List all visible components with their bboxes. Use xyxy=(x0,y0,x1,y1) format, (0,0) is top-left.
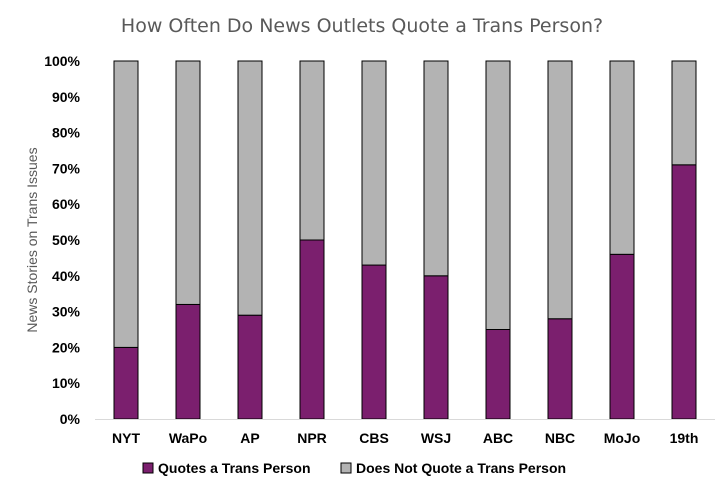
bar-segment-does-not-quote xyxy=(361,60,387,266)
bar-segment-does-not-quote xyxy=(485,60,511,330)
x-tick-label: WaPo xyxy=(169,430,207,446)
y-axis-label: News Stories on Trans Issues xyxy=(24,147,40,332)
legend-swatch xyxy=(340,462,352,474)
bar-segment-does-not-quote xyxy=(671,60,697,166)
y-tick-label: 60% xyxy=(52,196,81,212)
y-tick-label: 80% xyxy=(52,125,81,141)
x-axis-ticks: NYT WaPo AP NPR CBS WSJ ABC NBC MoJo 19th xyxy=(112,430,698,446)
y-tick-label: 10% xyxy=(52,375,81,391)
bar-segment-does-not-quote xyxy=(609,60,635,255)
legend-label: Quotes a Trans Person xyxy=(158,460,311,476)
y-tick-label: 30% xyxy=(52,304,81,320)
bar-segment-does-not-quote xyxy=(423,60,449,277)
bar-segment-quotes xyxy=(299,239,325,420)
x-tick-label: AP xyxy=(240,430,259,446)
y-tick-label: 50% xyxy=(52,232,81,248)
bar-segment-quotes xyxy=(175,303,201,420)
bar-segment-quotes xyxy=(113,346,139,420)
y-axis-ticks: 0% 10% 20% 30% 40% 50% 60% 70% 80% 90% 100% xyxy=(44,53,80,427)
y-tick-label: 20% xyxy=(52,339,81,355)
y-tick-label: 40% xyxy=(52,268,81,284)
x-tick-label: 19th xyxy=(670,430,699,446)
bar-segment-quotes xyxy=(671,164,697,420)
bar-segment-quotes xyxy=(361,264,387,420)
x-tick-label: CBS xyxy=(359,430,389,446)
bar-segment-quotes xyxy=(609,253,635,420)
bar-segment-quotes xyxy=(485,329,511,420)
x-tick-label: WSJ xyxy=(421,430,451,446)
bar-segment-does-not-quote xyxy=(175,60,201,305)
x-tick-label: NBC xyxy=(545,430,575,446)
bar-segment-does-not-quote xyxy=(113,60,139,348)
bar-segment-quotes xyxy=(423,275,449,420)
x-tick-label: NPR xyxy=(297,430,327,446)
x-tick-label: NYT xyxy=(112,430,140,446)
bar-segment-quotes xyxy=(237,314,263,420)
legend-label: Does Not Quote a Trans Person xyxy=(356,460,566,476)
x-tick-label: ABC xyxy=(483,430,513,446)
bar-segment-does-not-quote xyxy=(237,60,263,316)
plot-area xyxy=(95,60,715,420)
bar-segment-does-not-quote xyxy=(299,60,325,241)
chart-title: How Often Do News Outlets Quote a Trans … xyxy=(121,15,603,37)
legend-swatch xyxy=(142,462,154,474)
y-tick-label: 70% xyxy=(52,160,81,176)
bar-segment-does-not-quote xyxy=(547,60,573,320)
y-tick-label: 90% xyxy=(52,89,81,105)
y-tick-label: 0% xyxy=(60,411,81,427)
legend: Quotes a Trans Person Does Not Quote a Tr… xyxy=(142,460,566,476)
bar-segment-quotes xyxy=(547,318,573,420)
y-tick-label: 100% xyxy=(44,53,80,69)
x-tick-label: MoJo xyxy=(604,430,641,446)
